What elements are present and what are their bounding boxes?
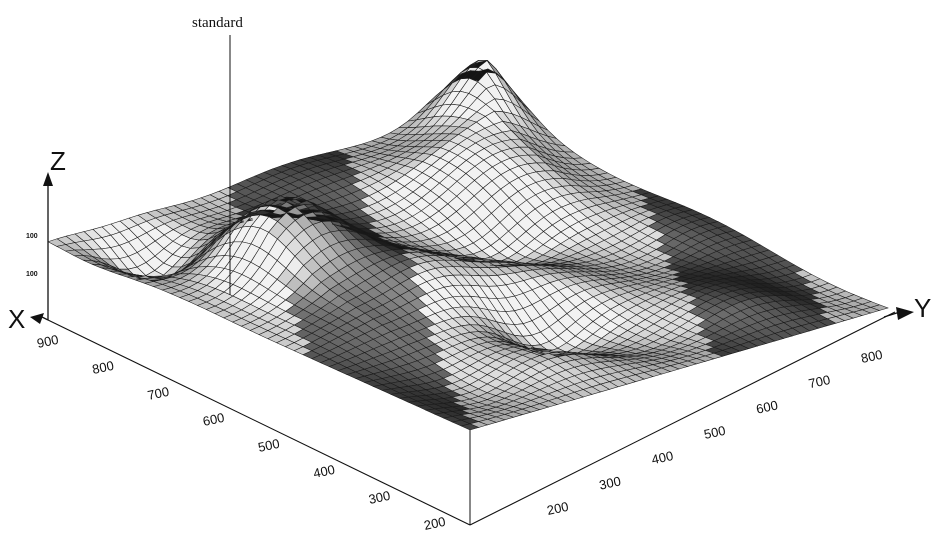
z-axis-arrow [43,172,53,186]
y-tick-label: 700 [807,372,831,391]
x-tick-label: 300 [367,488,391,507]
y-tick-label: 600 [755,397,779,416]
z-tick-labels: 100 100 [26,233,38,278]
surface-mesh [47,60,889,431]
y-tick-label: 300 [598,473,622,492]
x-tick-label: 600 [201,410,225,429]
x-tick-label: 200 [423,514,447,533]
x-axis-arrow [30,313,44,324]
x-tick-labels: 900 800 700 600 500 400 300 200 [36,332,447,533]
y-tick-labels: 200 300 400 500 600 700 800 [546,347,884,518]
y-tick-label: 500 [703,423,727,442]
x-tick-label: 700 [146,384,170,403]
annotation-standard: standard [192,15,243,31]
y-tick-label: 200 [546,499,570,518]
y-tick-label: 800 [860,347,884,366]
y-axis-baseline [469,311,896,526]
y-axis-arrow [896,307,914,320]
z-tick-label: 100 [26,271,38,278]
z-tick-label: 100 [26,233,38,240]
x-axis-label: X [8,304,25,334]
x-axis-baseline [47,319,471,526]
x-tick-label: 500 [257,436,281,455]
x-tick-label: 900 [36,332,60,351]
y-axis-label: Y [914,293,931,323]
z-axis-label: Z [50,146,66,176]
surface-cell [460,423,480,431]
x-tick-label: 400 [312,462,336,481]
x-tick-label: 800 [91,358,115,377]
y-tick-label: 400 [650,448,674,467]
axis-frame [30,35,914,526]
